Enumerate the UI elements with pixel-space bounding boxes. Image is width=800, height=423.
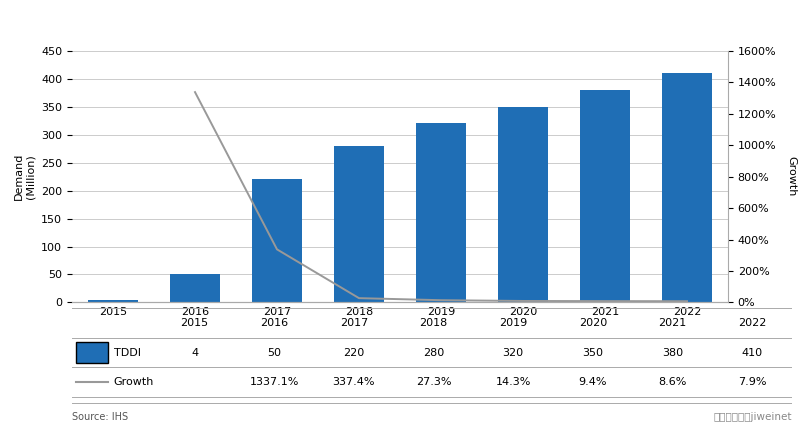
Text: 2017: 2017 — [340, 318, 368, 328]
Bar — [170, 275, 221, 302]
Text: 14.3%: 14.3% — [495, 377, 531, 387]
Text: Source: IHS: Source: IHS — [72, 412, 128, 422]
Text: 350: 350 — [582, 348, 603, 357]
Text: 2020: 2020 — [578, 318, 607, 328]
Text: 380: 380 — [662, 348, 683, 357]
FancyBboxPatch shape — [75, 342, 108, 363]
Text: 7.9%: 7.9% — [738, 377, 766, 387]
Text: TDDI: TDDI — [114, 348, 141, 357]
Text: 2019: 2019 — [499, 318, 527, 328]
Text: Growth: Growth — [114, 377, 154, 387]
Text: 2016: 2016 — [260, 318, 288, 328]
Bar — [415, 124, 466, 302]
Bar — [334, 146, 385, 302]
Text: 410: 410 — [742, 348, 762, 357]
Text: 9.4%: 9.4% — [578, 377, 607, 387]
Text: 集微网微信：jiweinet: 集微网微信：jiweinet — [714, 412, 792, 422]
Text: 50: 50 — [267, 348, 282, 357]
Bar — [87, 300, 138, 302]
Text: 220: 220 — [343, 348, 365, 357]
Y-axis label: Growth: Growth — [786, 157, 796, 197]
Text: 1337.1%: 1337.1% — [250, 377, 299, 387]
Text: 2015: 2015 — [181, 318, 209, 328]
Bar — [498, 107, 549, 302]
Text: 337.4%: 337.4% — [333, 377, 375, 387]
Bar — [662, 73, 713, 302]
Text: 8.6%: 8.6% — [658, 377, 686, 387]
Text: 27.3%: 27.3% — [416, 377, 451, 387]
Text: TDDI demand forecast: TDDI demand forecast — [10, 13, 219, 31]
Bar — [579, 90, 630, 302]
Text: 320: 320 — [502, 348, 524, 357]
Y-axis label: Demand
(Million): Demand (Million) — [14, 153, 35, 200]
Bar — [251, 179, 302, 302]
Text: 2018: 2018 — [419, 318, 448, 328]
Text: 2021: 2021 — [658, 318, 686, 328]
Text: 280: 280 — [423, 348, 444, 357]
Text: 2022: 2022 — [738, 318, 766, 328]
Text: 4: 4 — [191, 348, 198, 357]
